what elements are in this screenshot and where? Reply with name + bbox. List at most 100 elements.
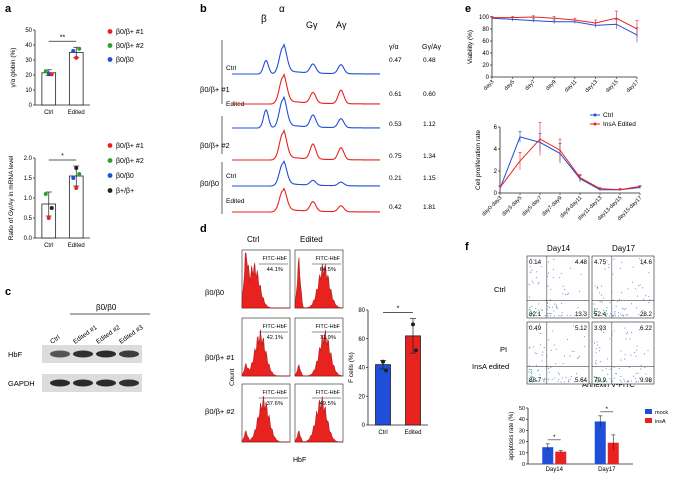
y-tick-label: 2	[494, 169, 498, 175]
facs-event	[621, 261, 623, 263]
facs-event	[614, 373, 616, 375]
facs-event	[566, 314, 568, 316]
legend-label: β0/β+ #2	[116, 43, 144, 50]
facs-event	[540, 309, 542, 311]
facs-event	[624, 354, 626, 356]
ratio-header-ggag: Gγ/Aγ	[422, 44, 442, 51]
quadrant-value: 88.7	[529, 377, 542, 384]
y-tick-label: 0	[522, 462, 525, 468]
facs-event	[537, 309, 539, 311]
facs-event	[614, 312, 616, 314]
y-tick-label: 20	[25, 73, 32, 79]
facs-event	[581, 261, 583, 263]
y-tick-label: 60	[358, 337, 365, 343]
facs-event	[605, 368, 607, 370]
facs-event	[626, 333, 628, 335]
col-header: Ctrl	[247, 235, 260, 244]
facs-event	[542, 378, 544, 380]
legend-marker	[107, 43, 113, 48]
facs-event	[620, 376, 622, 378]
col-header: Edited	[300, 235, 323, 244]
histogram-fill	[294, 330, 344, 377]
gate-label: FITC-HbF	[263, 256, 288, 262]
facs-event	[622, 315, 624, 317]
legend-marker	[107, 57, 113, 62]
facs-event	[613, 314, 615, 316]
group-label: β0/β0	[200, 179, 219, 188]
panel-c-western-blot: β0/β0 Ctrl Edited #1 Edited #2 Edited #3…	[8, 303, 150, 392]
facs-event	[642, 263, 644, 265]
x-tick-label: day17	[626, 79, 641, 94]
blot-band	[50, 379, 70, 387]
facs-event	[528, 371, 530, 373]
facs-event	[612, 380, 614, 382]
facs-event	[602, 381, 604, 383]
facs-event	[561, 302, 563, 304]
facs-event	[578, 355, 581, 357]
row-label: β0/β+ #1	[205, 353, 235, 362]
x-tick-label: Edited	[68, 243, 85, 249]
facs-event	[606, 306, 608, 309]
facs-event	[601, 301, 603, 303]
facs-event	[528, 314, 530, 316]
x-tick-label: day7	[524, 79, 537, 92]
blot-band	[96, 350, 116, 358]
facs-event	[538, 323, 541, 325]
y-tick-label: 40	[358, 366, 365, 372]
facs-event	[573, 381, 576, 383]
ratio-value: 0.53	[389, 121, 402, 128]
facs-event	[543, 378, 545, 380]
facs-event	[593, 308, 596, 310]
facs-event	[539, 374, 541, 376]
facs-event	[606, 260, 608, 262]
legend-marker	[107, 29, 113, 34]
facs-event	[599, 361, 601, 363]
facs-event	[577, 307, 579, 309]
series-line	[492, 16, 638, 30]
x-tick-label: day13	[584, 79, 599, 94]
facs-event	[561, 377, 563, 379]
legend-label: β0/β+ #1	[116, 29, 144, 36]
facs-event	[596, 381, 598, 383]
x-tick-label: day0-day3	[481, 195, 503, 217]
facs-event	[598, 380, 600, 382]
facs-event	[604, 263, 606, 265]
x-tick-label: day15	[605, 79, 620, 94]
facs-event	[560, 272, 562, 274]
legend-label: β0/β+ #1	[116, 143, 144, 150]
legend-marker	[107, 143, 113, 148]
facs-event	[635, 372, 637, 375]
facs-event	[547, 315, 549, 317]
facs-event	[533, 315, 535, 317]
facs-event	[624, 380, 626, 382]
facs-event	[596, 344, 599, 346]
facs-frame	[526, 255, 590, 319]
panel-label-a: a	[5, 3, 12, 15]
ratio-value: 0.60	[423, 91, 436, 98]
facs-event	[606, 313, 608, 315]
facs-event	[553, 258, 555, 260]
facs-event	[596, 288, 598, 290]
facs-event	[593, 312, 595, 314]
peak-label-alpha: α	[279, 4, 285, 15]
facs-event	[530, 271, 532, 273]
facs-event	[600, 330, 602, 332]
facs-event	[613, 366, 615, 368]
facs-event	[529, 378, 531, 380]
chromatogram-trace	[232, 187, 380, 213]
data-point	[71, 49, 76, 53]
significance-label: *	[553, 434, 556, 441]
facs-event	[643, 315, 645, 317]
facs-event	[648, 295, 650, 298]
facs-event	[528, 284, 530, 286]
histogram-fill	[294, 257, 344, 309]
facs-event	[565, 376, 567, 378]
x-tick-label: day9	[545, 79, 558, 92]
band-label-hbf: HbF	[8, 350, 23, 359]
facs-event	[622, 308, 624, 310]
chart-e-proliferation: 0 2 4 6 Cell proliferation rate day0-day3day3…	[475, 122, 643, 222]
facs-frame	[591, 321, 655, 385]
facs-event	[642, 309, 644, 311]
facs-event	[548, 367, 550, 369]
gate-label: FITC-HbF	[263, 390, 288, 396]
